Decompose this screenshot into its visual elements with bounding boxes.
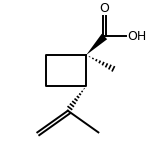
- Polygon shape: [86, 34, 107, 55]
- Text: OH: OH: [127, 30, 147, 43]
- Text: O: O: [99, 2, 109, 15]
